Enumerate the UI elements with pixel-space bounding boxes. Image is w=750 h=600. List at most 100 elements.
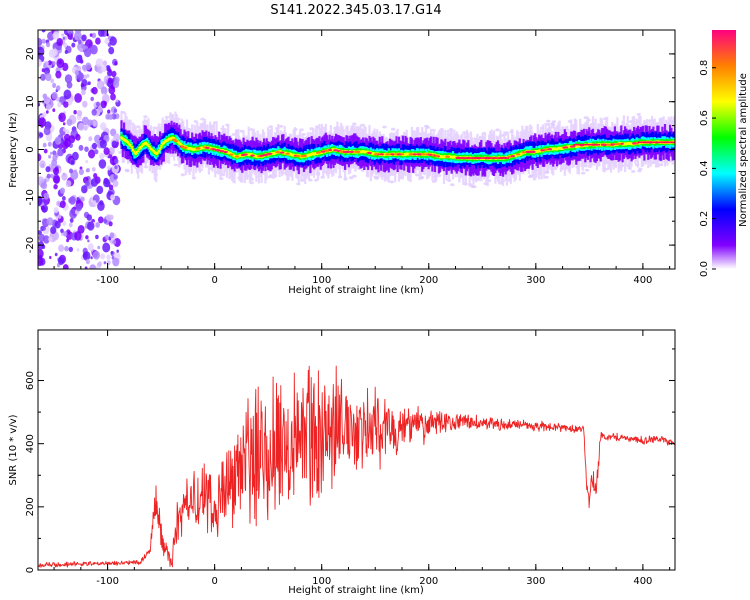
noise-blob [90, 178, 98, 187]
ridge-cell [372, 151, 375, 155]
colorbar-tick-label: 0.8 [699, 60, 710, 76]
noise-blob [74, 231, 82, 241]
noise-blob [63, 101, 69, 108]
ridge-cell [238, 154, 241, 158]
noise-blob [43, 126, 51, 136]
noise-blob [100, 122, 107, 131]
ridge-peak [569, 145, 575, 148]
noise-blob [94, 149, 99, 155]
ridge-peak [386, 153, 391, 156]
snr-panel: -100 0 100 200 300 400 0 200 400 600 Height of s… [8, 329, 676, 596]
noise-blob [58, 244, 65, 252]
ridge-scatter [584, 168, 590, 172]
noise-blob [74, 93, 82, 103]
noise-blob [74, 69, 80, 76]
ridge-cell [171, 136, 174, 140]
ridge-peak [173, 140, 179, 143]
ridge-peak [333, 149, 338, 152]
noise-blob [101, 65, 107, 73]
snr-y-label: SNR (10 * v/v) [8, 414, 19, 485]
ridge-peak [445, 155, 450, 158]
noise-blob [84, 225, 88, 229]
noise-blob [105, 113, 111, 120]
ridge-scatter [389, 180, 394, 184]
noise-blob [42, 142, 47, 148]
noise-blob [92, 200, 97, 205]
x-tick-label: 200 [419, 275, 438, 286]
ridge-scatter [337, 175, 343, 179]
ridge-peak [354, 150, 359, 153]
noise-blob [64, 245, 69, 252]
ridge-peak [229, 153, 234, 156]
ridge-peak [339, 150, 344, 153]
noise-blob [112, 239, 117, 245]
ridge-cell [306, 153, 309, 157]
noise-blob [76, 248, 80, 252]
ridge-peak [373, 153, 379, 156]
noise-blob [62, 231, 68, 237]
colorbar-tick-label: 0.0 [699, 261, 710, 277]
ridge-cell [144, 141, 147, 145]
ridge-cell [189, 147, 192, 151]
noise-blob [114, 61, 118, 66]
noise-blob [51, 91, 58, 100]
ridge-cell [134, 152, 137, 156]
ridge-cell [292, 153, 295, 157]
noise-blob [81, 34, 87, 42]
noise-blob [114, 165, 118, 170]
ridge-cell [625, 142, 628, 146]
noise-blob [38, 195, 43, 205]
y-tick-label: -10 [25, 189, 36, 205]
ridge-cell [126, 141, 130, 145]
noise-blob [104, 38, 110, 45]
noise-blob [70, 160, 75, 165]
ridge-cell [146, 142, 149, 146]
ridge-cell [558, 146, 561, 150]
ridge-cell [575, 145, 578, 149]
ridge-peak [379, 153, 384, 156]
noise-blob [62, 264, 69, 269]
ridge-cell [514, 154, 517, 158]
ridge-peak [516, 153, 521, 156]
noise-blob [110, 93, 116, 101]
noise-blob [68, 32, 72, 36]
x-tick-label: 400 [633, 576, 652, 587]
y-tick-label: 0 [25, 567, 36, 573]
noise-blob [97, 245, 101, 250]
noise-blob [91, 142, 98, 150]
ridge-cell [166, 138, 169, 142]
ridge-scatter [551, 120, 557, 123]
ridge-scatter [636, 113, 641, 116]
ridge-cell [170, 136, 173, 140]
noise-blob [57, 148, 64, 157]
ridge-cell [165, 139, 168, 143]
noise-blob [57, 101, 62, 108]
noise-blob [62, 196, 66, 201]
noise-blob [78, 122, 85, 131]
ridge-cell [159, 147, 162, 151]
noise-blob [60, 187, 65, 194]
ridge-cell [160, 145, 163, 148]
y-tick-label: 10 [25, 95, 36, 108]
ridge-cell [178, 141, 181, 145]
noise-blob [107, 77, 113, 84]
noise-blob [38, 102, 41, 107]
noise-blob [57, 214, 62, 220]
ridge-cell [153, 151, 156, 154]
noise-blob [95, 234, 99, 240]
x-tick-label: 300 [526, 576, 545, 587]
noise-blob [53, 207, 59, 214]
ridge-scatter [152, 126, 157, 130]
ridge-cell [442, 155, 446, 159]
noise-blob [87, 243, 94, 251]
noise-blob [38, 38, 43, 47]
ridge-peak [301, 154, 307, 157]
ridge-scatter [268, 125, 273, 129]
noise-blob [85, 180, 90, 187]
ridge-cell [173, 137, 176, 140]
noise-blob [99, 152, 105, 160]
ridge-cell [439, 155, 442, 159]
noise-blob [85, 169, 89, 173]
noise-blob [102, 242, 111, 253]
ridge-scatter [352, 174, 357, 178]
